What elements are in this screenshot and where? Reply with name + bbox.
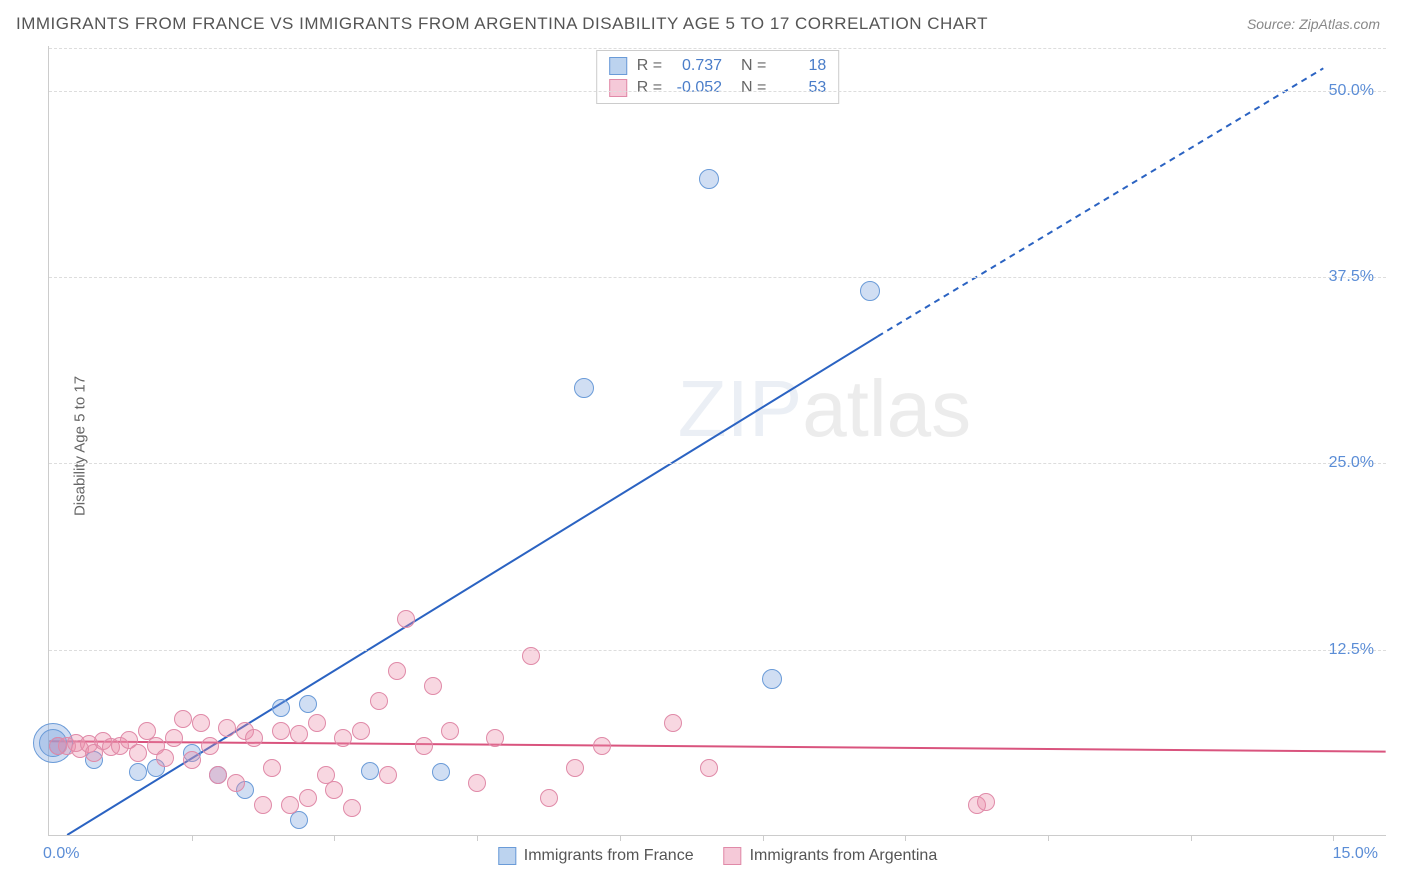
watermark-thin: atlas bbox=[802, 364, 971, 453]
x-tick bbox=[192, 835, 193, 841]
scatter-point bbox=[165, 729, 183, 747]
x-tick bbox=[763, 835, 764, 841]
scatter-point bbox=[299, 695, 317, 713]
y-tick-label: 25.0% bbox=[1329, 454, 1374, 472]
scatter-point bbox=[325, 781, 343, 799]
stat-n-value: 53 bbox=[776, 79, 826, 97]
scatter-point bbox=[379, 766, 397, 784]
stat-r-label: R = bbox=[637, 57, 662, 75]
y-tick-label: 50.0% bbox=[1329, 82, 1374, 100]
gridline bbox=[49, 277, 1386, 278]
scatter-point bbox=[272, 699, 290, 717]
scatter-point bbox=[540, 789, 558, 807]
scatter-point bbox=[299, 789, 317, 807]
scatter-point bbox=[129, 744, 147, 762]
scatter-point bbox=[522, 647, 540, 665]
regression-line-extrapolated bbox=[878, 68, 1323, 336]
scatter-point bbox=[254, 796, 272, 814]
chart-title: IMMIGRANTS FROM FRANCE VS IMMIGRANTS FRO… bbox=[16, 14, 988, 34]
legend-swatch bbox=[609, 79, 627, 97]
scatter-point bbox=[664, 714, 682, 732]
source-attribution: Source: ZipAtlas.com bbox=[1247, 16, 1380, 32]
stat-n-value: 18 bbox=[776, 57, 826, 75]
scatter-point bbox=[370, 692, 388, 710]
stat-r-value: -0.052 bbox=[672, 79, 722, 97]
scatter-point bbox=[699, 169, 719, 189]
x-tick bbox=[477, 835, 478, 841]
scatter-point bbox=[361, 762, 379, 780]
scatter-point bbox=[290, 725, 308, 743]
y-tick-label: 37.5% bbox=[1329, 268, 1374, 286]
x-tick bbox=[334, 835, 335, 841]
series-legend-item: Immigrants from Argentina bbox=[724, 847, 938, 865]
stats-legend: R = 0.737 N = 18 R = -0.052 N = 53 bbox=[596, 50, 840, 104]
legend-swatch bbox=[498, 847, 516, 865]
scatter-point bbox=[201, 737, 219, 755]
scatter-point bbox=[209, 766, 227, 784]
scatter-point bbox=[441, 722, 459, 740]
scatter-point bbox=[281, 796, 299, 814]
x-tick bbox=[1191, 835, 1192, 841]
legend-swatch bbox=[724, 847, 742, 865]
scatter-point bbox=[566, 759, 584, 777]
stat-n-label: N = bbox=[732, 79, 766, 97]
series-legend-item: Immigrants from France bbox=[498, 847, 694, 865]
scatter-point bbox=[424, 677, 442, 695]
x-tick bbox=[905, 835, 906, 841]
legend-swatch bbox=[609, 57, 627, 75]
scatter-point bbox=[156, 749, 174, 767]
gridline bbox=[49, 48, 1386, 49]
x-axis-max-label: 15.0% bbox=[1333, 845, 1378, 863]
x-tick bbox=[1333, 835, 1334, 841]
series-name: Immigrants from Argentina bbox=[750, 847, 938, 865]
scatter-point bbox=[218, 719, 236, 737]
scatter-point bbox=[388, 662, 406, 680]
scatter-point bbox=[860, 281, 880, 301]
x-axis-min-label: 0.0% bbox=[43, 845, 79, 863]
regression-lines-layer bbox=[49, 46, 1386, 835]
gridline bbox=[49, 650, 1386, 651]
stat-r-value: 0.737 bbox=[672, 57, 722, 75]
x-tick bbox=[1048, 835, 1049, 841]
scatter-point bbox=[343, 799, 361, 817]
scatter-point bbox=[174, 710, 192, 728]
stats-legend-row: R = -0.052 N = 53 bbox=[609, 77, 827, 99]
scatter-point bbox=[183, 751, 201, 769]
scatter-point bbox=[762, 669, 782, 689]
scatter-point bbox=[700, 759, 718, 777]
scatter-point bbox=[486, 729, 504, 747]
y-tick-label: 12.5% bbox=[1329, 641, 1374, 659]
scatter-point bbox=[263, 759, 281, 777]
scatter-point bbox=[192, 714, 210, 732]
scatter-point bbox=[593, 737, 611, 755]
gridline bbox=[49, 91, 1386, 92]
scatter-point bbox=[308, 714, 326, 732]
gridline bbox=[49, 463, 1386, 464]
scatter-point bbox=[227, 774, 245, 792]
scatter-point bbox=[334, 729, 352, 747]
scatter-point bbox=[272, 722, 290, 740]
scatter-point bbox=[432, 763, 450, 781]
scatter-point bbox=[415, 737, 433, 755]
scatter-point bbox=[352, 722, 370, 740]
scatter-point bbox=[245, 729, 263, 747]
chart-plot-area: ZIPatlas R =0.737 N =18R =-0.052 N =53 I… bbox=[48, 46, 1386, 836]
scatter-point bbox=[574, 378, 594, 398]
stat-r-label: R = bbox=[637, 79, 662, 97]
series-legend: Immigrants from France Immigrants from Ar… bbox=[498, 847, 937, 865]
stat-n-label: N = bbox=[732, 57, 766, 75]
scatter-point bbox=[468, 774, 486, 792]
scatter-point bbox=[977, 793, 995, 811]
scatter-point bbox=[129, 763, 147, 781]
scatter-point bbox=[397, 610, 415, 628]
stats-legend-row: R = 0.737 N = 18 bbox=[609, 55, 827, 77]
x-tick bbox=[620, 835, 621, 841]
watermark-bold: ZIP bbox=[678, 364, 802, 453]
watermark: ZIPatlas bbox=[678, 363, 971, 455]
series-name: Immigrants from France bbox=[524, 847, 694, 865]
